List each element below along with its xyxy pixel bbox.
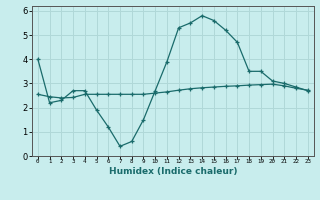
X-axis label: Humidex (Indice chaleur): Humidex (Indice chaleur) [108, 167, 237, 176]
